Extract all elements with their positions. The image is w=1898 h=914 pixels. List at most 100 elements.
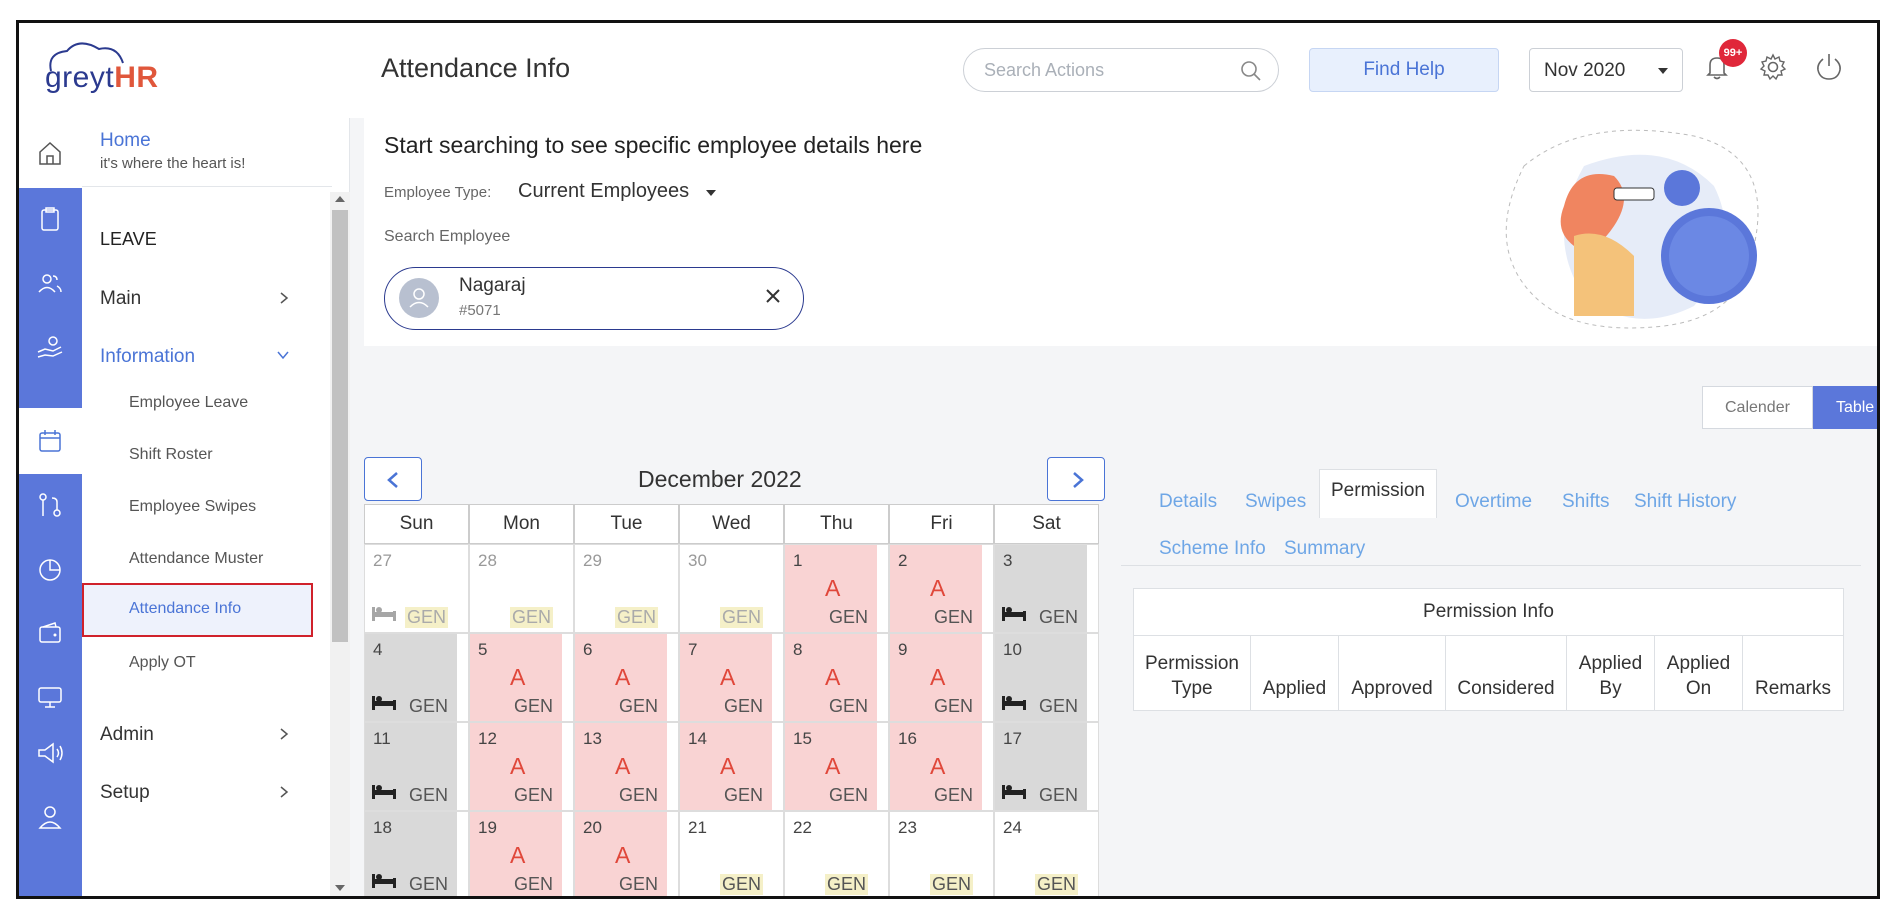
tab-scheme-info[interactable]: Scheme Info bbox=[1159, 538, 1266, 559]
calendar-day-cell[interactable]: 5 A GEN bbox=[469, 633, 574, 722]
calendar-day-cell[interactable]: 16 A GEN bbox=[889, 722, 994, 811]
day-status-fill bbox=[365, 634, 457, 721]
shift-code: GEN bbox=[1034, 874, 1078, 895]
clipboard-icon[interactable] bbox=[35, 204, 65, 234]
scroll-down-arrow-icon[interactable] bbox=[335, 885, 345, 891]
user-icon[interactable] bbox=[35, 802, 65, 832]
bell-icon[interactable] bbox=[1701, 51, 1733, 83]
month-select[interactable]: Nov 2020 bbox=[1529, 48, 1683, 92]
calendar-day-cell[interactable]: 15 A GEN bbox=[784, 722, 889, 811]
employee-type-label: Employee Type: bbox=[384, 184, 492, 201]
calendar-day-cell[interactable]: 10 GEN bbox=[994, 633, 1099, 722]
sidebar-item-employee-swipes[interactable]: Employee Swipes bbox=[129, 498, 257, 515]
calendar-day-cell[interactable]: 11 GEN bbox=[364, 722, 469, 811]
people-icon[interactable] bbox=[35, 268, 65, 298]
sidebar-item-employee-leave[interactable]: Employee Leave bbox=[129, 394, 249, 411]
weekday-header: Sun bbox=[364, 504, 469, 544]
sidebar-submenu: Home it's where the heart is! LEAVE Main… bbox=[82, 118, 350, 896]
caret-down-icon[interactable] bbox=[706, 190, 716, 196]
tab-summary[interactable]: Summary bbox=[1284, 538, 1366, 559]
hand-coin-icon[interactable] bbox=[35, 332, 65, 362]
calendar-day-cell[interactable]: 12 A GEN bbox=[469, 722, 574, 811]
day-status-fill bbox=[365, 723, 457, 810]
tab-swipes[interactable]: Swipes bbox=[1245, 491, 1307, 512]
employee-name: Nagaraj bbox=[459, 275, 526, 296]
power-icon[interactable] bbox=[1813, 51, 1845, 83]
calendar-day-cell[interactable]: 24 GEN bbox=[994, 811, 1099, 896]
day-number: 13 bbox=[583, 729, 602, 748]
gear-icon[interactable] bbox=[1757, 51, 1789, 83]
shift-code: GEN bbox=[933, 785, 973, 805]
calendar-day-cell[interactable]: 14 A GEN bbox=[679, 722, 784, 811]
calendar-day-cell[interactable]: 19 A GEN bbox=[469, 811, 574, 896]
tab-shift-history[interactable]: Shift History bbox=[1634, 491, 1737, 512]
calendar-day-cell[interactable]: 23 GEN bbox=[889, 811, 994, 896]
calendar-day-cell[interactable]: 18 GEN bbox=[364, 811, 469, 896]
calendar-day-cell[interactable]: 7 A GEN bbox=[679, 633, 784, 722]
avatar bbox=[399, 278, 439, 318]
calendar-day-cell[interactable]: 3 GEN bbox=[994, 544, 1099, 633]
day-number: 18 bbox=[373, 818, 392, 837]
scroll-up-arrow-icon[interactable] bbox=[335, 196, 345, 202]
sidebar-item-setup[interactable]: Setup bbox=[100, 782, 290, 804]
monitor-icon[interactable] bbox=[35, 682, 65, 712]
pie-chart-icon[interactable] bbox=[35, 554, 65, 584]
calendar-day-cell[interactable]: 13 A GEN bbox=[574, 722, 679, 811]
search-actions-input[interactable]: Search Actions bbox=[963, 48, 1279, 92]
prev-month-button[interactable] bbox=[364, 457, 422, 501]
tab-overtime[interactable]: Overtime bbox=[1455, 491, 1533, 512]
close-icon[interactable] bbox=[763, 286, 783, 306]
home-icon[interactable] bbox=[35, 138, 65, 168]
shift-code: GEN bbox=[828, 607, 868, 627]
calendar-day-cell[interactable]: 27 GEN bbox=[364, 544, 469, 633]
weekday-header: Fri bbox=[889, 504, 994, 544]
page-title: Attendance Info bbox=[381, 53, 571, 83]
calendar-view-button[interactable]: Calender bbox=[1702, 386, 1813, 429]
sidebar-scroll-thumb[interactable] bbox=[332, 210, 348, 642]
sidebar-item-attendance-muster[interactable]: Attendance Muster bbox=[129, 550, 264, 567]
sidebar-item-information[interactable]: Information bbox=[100, 346, 290, 368]
details-tabs: Details Swipes Permission Overtime Shift… bbox=[1121, 469, 1861, 566]
sidebar-item-admin[interactable]: Admin bbox=[100, 724, 290, 746]
day-number: 17 bbox=[1003, 729, 1022, 748]
sidebar-item-apply-ot[interactable]: Apply OT bbox=[129, 654, 196, 671]
calendar-day-cell[interactable]: 2 A GEN bbox=[889, 544, 994, 633]
calendar-day-cell[interactable]: 21 GEN bbox=[679, 811, 784, 896]
calendar-day-cell[interactable]: 28 GEN bbox=[469, 544, 574, 633]
weekday-header: Sat bbox=[994, 504, 1099, 544]
shift-code: GEN bbox=[618, 874, 658, 894]
workflow-icon[interactable] bbox=[35, 490, 65, 520]
wallet-icon[interactable] bbox=[35, 618, 65, 648]
calendar-day-cell[interactable]: 17 GEN bbox=[994, 722, 1099, 811]
tab-permission[interactable]: Permission bbox=[1319, 469, 1437, 518]
tab-shifts[interactable]: Shifts bbox=[1562, 491, 1610, 512]
tab-details[interactable]: Details bbox=[1159, 491, 1218, 512]
sidebar-item-attendance-info[interactable]: Attendance Info bbox=[82, 583, 313, 637]
calendar-day-cell[interactable]: 4 GEN bbox=[364, 633, 469, 722]
calendar-icon[interactable] bbox=[35, 426, 65, 456]
calendar-month-title: December 2022 bbox=[638, 466, 802, 492]
calendar-day-cell[interactable]: 22 GEN bbox=[784, 811, 889, 896]
shift-code: GEN bbox=[929, 874, 973, 895]
calendar-day-cell[interactable]: 9 A GEN bbox=[889, 633, 994, 722]
table-view-button[interactable]: Table bbox=[1812, 386, 1877, 429]
calendar-day-cell[interactable]: 8 A GEN bbox=[784, 633, 889, 722]
megaphone-icon[interactable] bbox=[35, 738, 65, 768]
calendar-day-cell[interactable]: 29 GEN bbox=[574, 544, 679, 633]
sidebar-item-main[interactable]: Main bbox=[100, 288, 290, 310]
shift-code: GEN bbox=[408, 696, 448, 716]
absent-mark: A bbox=[720, 753, 736, 779]
greythr-logo[interactable]: greytHR bbox=[37, 41, 167, 101]
absent-mark: A bbox=[720, 664, 736, 690]
find-help-button[interactable]: Find Help bbox=[1309, 48, 1499, 92]
day-status-fill bbox=[995, 634, 1087, 721]
next-month-button[interactable] bbox=[1047, 457, 1105, 501]
calendar-day-cell[interactable]: 1 A GEN bbox=[784, 544, 889, 633]
sidebar-home-link[interactable]: Home it's where the heart is! bbox=[100, 130, 245, 172]
calendar-day-cell[interactable]: 30 GEN bbox=[679, 544, 784, 633]
calendar-day-cell[interactable]: 6 A GEN bbox=[574, 633, 679, 722]
selected-employee-chip[interactable]: Nagaraj #5071 bbox=[384, 267, 804, 330]
employee-type-select[interactable]: Current Employees bbox=[518, 180, 690, 202]
calendar-day-cell[interactable]: 20 A GEN bbox=[574, 811, 679, 896]
sidebar-item-shift-roster[interactable]: Shift Roster bbox=[129, 446, 213, 463]
